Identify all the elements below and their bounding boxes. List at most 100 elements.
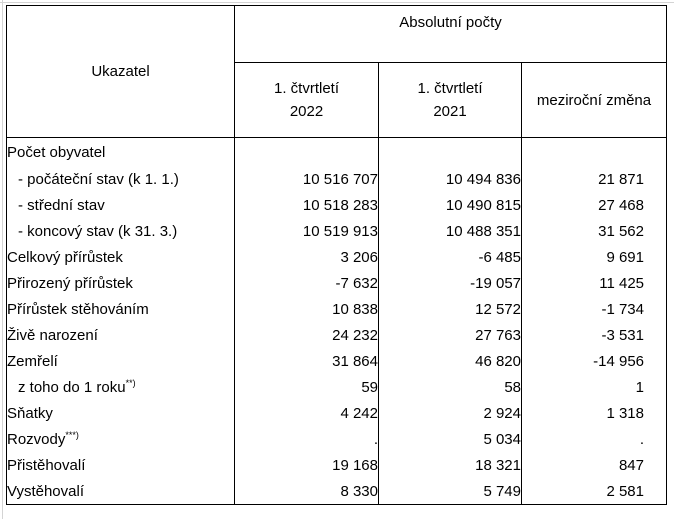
row-label-cell: Přírůstek stěhováním [6,296,235,322]
value-cell [521,137,667,166]
value-cell: 10 490 815 [378,192,522,218]
column-header-line2: 2022 [289,103,324,120]
row-label: - počáteční stav (k 1. 1.) [18,170,179,188]
value-cell: -7 632 [234,270,379,296]
row-label: Živě narození [7,326,98,344]
row-label-cell: Vystěhovalí [6,478,235,505]
value-cell: 19 168 [234,452,379,478]
row-label-cell: Živě narození [6,322,235,348]
value-cell: 12 572 [378,296,522,322]
value-cell: -14 956 [521,348,667,374]
value-cell [234,137,379,166]
value-cell: 2 581 [521,478,667,505]
footnote-marker: ***) [65,429,79,440]
value-cell: -19 057 [378,270,522,296]
column-header-line1: meziroční změna [536,91,652,109]
sheet-gridline-left [2,0,3,519]
row-label: - koncový stav (k 31. 3.) [18,222,178,240]
row-label-cell: Sňatky [6,400,235,426]
row-label: Přirozený přírůstek [7,274,133,292]
value-cell: 27 763 [378,322,522,348]
row-label-cell: Přirozený přírůstek [6,270,235,296]
table-row: - počáteční stav (k 1. 1.) 10 516 707 10 4… [6,166,667,192]
value-cell: 11 425 [521,270,667,296]
value-cell: 10 518 283 [234,192,379,218]
value-cell: 9 691 [521,244,667,270]
table-row: Rozvody***). 5 034. [6,426,667,452]
value-cell: . [521,426,667,452]
row-label: Počet obyvatel [7,143,106,161]
value-cell: 58 [378,374,522,400]
row-label-cell: Zemřelí [6,348,235,374]
row-label: Přistěhovalí [7,456,86,474]
row-label: Přírůstek stěhováním [7,300,149,318]
value-cell: 46 820 [378,348,522,374]
value-cell: 31 562 [521,218,667,244]
table-row: z toho do 1 roku**) 59 58 1 [6,374,667,400]
table-body: Počet obyvatel - počáteční stav (k 1. 1.)… [6,137,667,505]
row-label: Rozvody [7,430,66,448]
row-header-label: Ukazatel [6,5,235,138]
value-cell: 5 034 [378,426,522,452]
value-cell: 3 206 [234,244,379,270]
value-cell: 24 232 [234,322,379,348]
population-statistics-table: Ukazatel Absolutní počty 1. čtvrtletí 20… [6,5,667,505]
row-label-cell: Počet obyvatel [6,137,235,166]
value-cell: 31 864 [234,348,379,374]
column-header-line2: 2021 [433,103,467,120]
value-cell: . [234,426,379,452]
row-label-cell: Celkový přírůstek [6,244,235,270]
column-header-2021: 1. čtvrtletí 2021 [378,62,522,138]
column-header-line1: 1. čtvrtletí [273,80,340,97]
table-row: Přistěhovalí 19 168 18 321 847 [6,452,667,478]
table-row: Živě narození 24 232 27 763 -3 531 [6,322,667,348]
row-label: Celkový přírůstek [7,248,123,266]
table-row: Sňatky 4 242 2 924 1 318 [6,400,667,426]
value-cell: -3 531 [521,322,667,348]
value-cell: 18 321 [378,452,522,478]
value-cell: 847 [521,452,667,478]
row-label: Vystěhovalí [7,482,84,500]
table-row: - střední stav 10 518 283 10 490 815 27 468 [6,192,667,218]
row-label-cell: Přistěhovalí [6,452,235,478]
value-cell: 21 871 [521,166,667,192]
table-row: Zemřelí 31 864 46 820 -14 956 [6,348,667,374]
table-header: Ukazatel Absolutní počty 1. čtvrtletí 20… [6,5,667,138]
row-label-cell: - střední stav [6,192,235,218]
table-row: Celkový přírůstek 3 206 -6 485 9 691 [6,244,667,270]
row-label: z toho do 1 roku [18,378,126,396]
value-cell: 27 468 [521,192,667,218]
value-cell: 10 838 [234,296,379,322]
value-cell: 4 242 [234,400,379,426]
value-cell: 10 516 707 [234,166,379,192]
row-label: Sňatky [7,404,53,422]
row-label: Zemřelí [7,352,58,370]
value-cell: 10 494 836 [378,166,522,192]
value-cell: -1 734 [521,296,667,322]
value-cell: 59 [234,374,379,400]
row-label: - střední stav [18,196,105,214]
footnote-marker: **) [125,377,136,388]
value-cell: 10 488 351 [378,218,522,244]
row-label-cell: z toho do 1 roku**) [6,374,235,400]
value-cell: -6 485 [378,244,522,270]
value-cell: 10 519 913 [234,218,379,244]
row-label-cell: - počáteční stav (k 1. 1.) [6,166,235,192]
value-cell [378,137,522,166]
row-label-cell: - koncový stav (k 31. 3.) [6,218,235,244]
value-cell: 2 924 [378,400,522,426]
value-cell: 5 749 [378,478,522,505]
table-row: Počet obyvatel [6,137,667,166]
table-row: Přirozený přírůstek -7 632 -19 057 11 425 [6,270,667,296]
sheet-gridline-top [0,2,674,3]
row-label-cell: Rozvody***) [6,426,235,452]
column-header-2022: 1. čtvrtletí 2022 [234,62,379,138]
value-cell: 8 330 [234,478,379,505]
table-row: Vystěhovalí 8 330 5 749 2 581 [6,478,667,505]
column-header-change: meziroční změna [521,62,667,138]
table-row: Přírůstek stěhováním 10 838 12 572 -1 734 [6,296,667,322]
column-header-line1: 1. čtvrtletí [417,80,483,97]
value-cell: 1 [521,374,667,400]
value-cell: 1 318 [521,400,667,426]
table-row: - koncový stav (k 31. 3.) 10 519 913 10 48… [6,218,667,244]
